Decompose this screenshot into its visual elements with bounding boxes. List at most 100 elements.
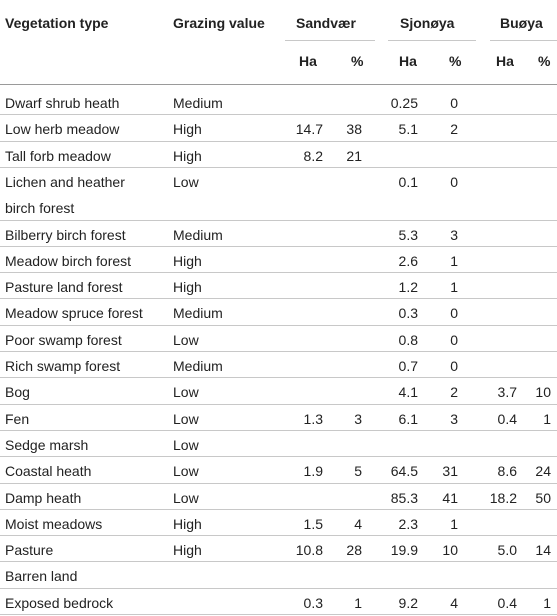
j-pct-cell: 0	[450, 305, 458, 322]
j-ha-cell: 1.2	[398, 279, 418, 296]
row-divider	[0, 429, 557, 431]
grazing-value-cell: Low	[173, 410, 199, 427]
vegetation-type-cell: Sedge marsh	[5, 436, 89, 453]
header-sjonoya-ha: Ha	[399, 53, 417, 69]
s-ha-cell: 8.2	[303, 147, 323, 164]
header-buoya-ha: Ha	[496, 53, 514, 69]
s-ha-cell: 1.5	[303, 515, 323, 532]
grazing-value-cell: Low	[173, 463, 199, 480]
j-pct-cell: 3	[450, 226, 458, 243]
header-site-sjonoya: Sjonøya	[400, 15, 455, 31]
vegetation-type-cell: birch forest	[5, 200, 75, 217]
row-divider	[0, 561, 557, 563]
header-vegetation-type: Vegetation type	[5, 15, 109, 31]
j-ha-cell: 2.6	[398, 252, 418, 269]
header-divider	[0, 84, 557, 85]
j-pct-cell: 10	[442, 542, 458, 559]
grazing-value-cell: High	[173, 279, 202, 296]
grazing-value-cell: Medium	[173, 305, 223, 322]
s-pct-cell: 5	[354, 463, 362, 480]
grazing-value-cell: High	[173, 515, 202, 532]
grazing-value-cell: Low	[173, 489, 199, 506]
j-pct-cell: 41	[442, 489, 458, 506]
row-divider	[0, 166, 557, 168]
grazing-value-cell: High	[173, 147, 202, 164]
row-divider	[0, 456, 557, 458]
grazing-value-cell: Low	[173, 436, 199, 453]
header-site-buoya: Buøya	[500, 15, 543, 31]
s-ha-cell: 0.3	[303, 594, 323, 611]
vegetation-type-cell: Meadow spruce forest	[5, 305, 143, 322]
grazing-value-cell: Medium	[173, 226, 223, 243]
j-pct-cell: 3	[450, 410, 458, 427]
j-ha-cell: 0.8	[398, 331, 418, 348]
vegetation-type-cell: Rich swamp forest	[5, 358, 121, 374]
b-pct-cell: 1	[543, 594, 551, 611]
header-site-sandvaer: Sandvær	[296, 15, 356, 31]
header-sandvaer-pct: %	[351, 53, 364, 69]
s-ha-cell: 14.7	[295, 121, 323, 138]
vegetation-type-cell: Barren land	[5, 568, 78, 585]
row-divider	[0, 535, 557, 537]
j-ha-cell: 9.2	[398, 594, 418, 611]
row-divider	[0, 140, 557, 142]
b-ha-cell: 5.0	[497, 542, 517, 559]
b-ha-cell: 0.4	[497, 594, 517, 611]
vegetation-type-cell: Poor swamp forest	[5, 331, 122, 348]
j-pct-cell: 31	[442, 463, 458, 480]
vegetation-type-cell: Coastal heath	[5, 463, 92, 480]
j-pct-cell: 2	[450, 384, 458, 401]
j-ha-cell: 0.1	[398, 173, 418, 190]
b-ha-cell: 8.6	[497, 463, 517, 480]
grazing-value-cell: Medium	[173, 358, 223, 374]
j-ha-cell: 2.3	[398, 515, 418, 532]
row-divider	[0, 587, 557, 589]
j-ha-cell: 0.25	[390, 95, 418, 111]
vegetation-type-cell: Low herb meadow	[5, 121, 120, 138]
row-divider	[0, 245, 557, 247]
sjonoya-underline	[388, 40, 476, 41]
j-pct-cell: 4	[450, 594, 458, 611]
row-divider	[0, 114, 557, 116]
j-ha-cell: 5.1	[398, 121, 418, 138]
j-ha-cell: 19.9	[390, 542, 418, 559]
grazing-value-cell: High	[173, 542, 202, 559]
row-divider	[0, 351, 557, 352]
s-ha-cell: 10.8	[295, 542, 323, 559]
row-divider	[0, 272, 557, 274]
row-divider	[0, 508, 557, 510]
s-ha-cell: 1.9	[303, 463, 323, 480]
s-ha-cell: 1.3	[303, 410, 323, 427]
row-divider	[0, 403, 557, 405]
b-pct-cell: 1	[543, 410, 551, 427]
row-divider	[0, 324, 557, 326]
row-divider	[0, 219, 557, 221]
j-pct-cell: 2	[450, 121, 458, 138]
header-sjonoya-pct: %	[449, 53, 462, 69]
row-divider	[0, 614, 557, 615]
b-ha-cell: 3.7	[497, 384, 517, 401]
vegetation-type-cell: Meadow birch forest	[5, 252, 132, 269]
j-pct-cell: 0	[450, 173, 458, 190]
header-grazing-value: Grazing value	[173, 15, 265, 31]
vegetation-type-cell: Lichen and heather	[5, 173, 125, 190]
vegetation-type-cell: Dwarf shrub heath	[5, 95, 120, 111]
grazing-value-cell: Medium	[173, 95, 223, 111]
vegetation-type-cell: Tall forb meadow	[5, 147, 111, 164]
j-pct-cell: 1	[450, 515, 458, 532]
grazing-value-cell: Low	[173, 331, 199, 348]
vegetation-type-cell: Pasture	[5, 542, 54, 559]
s-pct-cell: 4	[354, 515, 362, 532]
b-ha-cell: 0.4	[497, 410, 517, 427]
j-ha-cell: 4.1	[398, 384, 418, 401]
vegetation-type-cell: Pasture land forest	[5, 279, 123, 296]
b-pct-cell: 14	[535, 542, 551, 559]
grazing-value-cell: Low	[173, 173, 199, 190]
grazing-value-cell: High	[173, 121, 202, 138]
b-pct-cell: 24	[535, 463, 551, 480]
vegetation-type-cell: Exposed bedrock	[5, 594, 114, 611]
j-pct-cell: 0	[450, 358, 458, 374]
header-sandvaer-ha: Ha	[299, 53, 317, 69]
j-pct-cell: 0	[450, 331, 458, 348]
